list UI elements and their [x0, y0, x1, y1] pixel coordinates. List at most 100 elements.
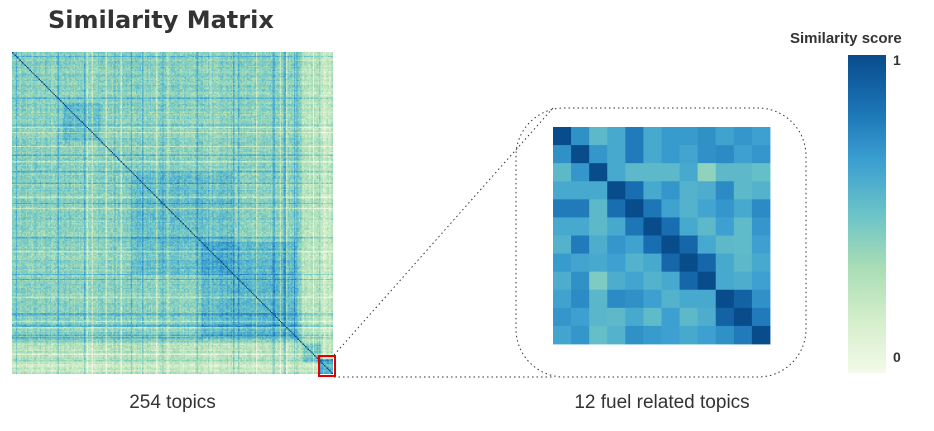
zoom-line-top — [333, 107, 554, 356]
zoom-cell — [679, 181, 699, 200]
zoom-cell — [715, 235, 735, 254]
zoom-cell — [751, 127, 771, 146]
zoom-matrix-label: 12 fuel related topics — [574, 392, 750, 413]
zoom-cell — [733, 271, 753, 291]
zoom-cell — [625, 307, 644, 327]
zoom-cell — [625, 199, 644, 218]
zoom-cell — [589, 127, 608, 146]
zoom-cell — [751, 235, 771, 254]
zoomed-similarity-matrix — [553, 127, 771, 345]
zoom-cell — [643, 127, 662, 146]
zoom-cell — [733, 181, 753, 200]
zoom-cell — [679, 199, 699, 218]
zoom-cell — [751, 253, 771, 273]
full-matrix-cells — [12, 52, 333, 374]
zoom-cell — [571, 271, 590, 291]
zoom-cell — [553, 199, 572, 218]
zoom-cell — [553, 127, 572, 146]
zoom-cell — [679, 325, 699, 345]
zoom-cell — [607, 289, 626, 309]
zoom-cell — [607, 235, 626, 254]
zoom-cell — [625, 271, 644, 291]
zoom-cell — [553, 235, 572, 254]
zoom-cell — [751, 217, 771, 236]
zoom-cell — [679, 145, 699, 164]
zoom-cell — [679, 163, 699, 182]
colorbar-min-label: 0 — [893, 349, 901, 365]
zoom-cell — [571, 253, 590, 273]
zoom-cell — [697, 235, 717, 254]
zoom-cell — [589, 181, 608, 200]
colorbar — [848, 55, 886, 373]
zoom-cell — [553, 307, 572, 327]
zoom-cell — [643, 181, 662, 200]
zoom-cell — [661, 199, 680, 218]
zoom-cell — [661, 127, 680, 146]
zoom-cell — [697, 289, 717, 309]
zoom-cell — [553, 253, 572, 273]
zoom-cell — [571, 199, 590, 218]
zoom-cell — [661, 217, 680, 236]
zoom-cell — [715, 307, 735, 327]
zoom-cell — [697, 145, 717, 164]
zoom-cell — [571, 289, 590, 309]
zoom-cell — [751, 289, 771, 309]
zoom-cell — [589, 235, 608, 254]
zoom-cell — [697, 307, 717, 327]
zoom-cell — [715, 271, 735, 291]
highlight-box — [318, 355, 336, 377]
zoom-cell — [751, 163, 771, 182]
zoom-cell — [607, 271, 626, 291]
zoom-cell — [607, 217, 626, 236]
zoom-cell — [571, 163, 590, 182]
zoom-cell — [625, 181, 644, 200]
zoom-cell — [607, 253, 626, 273]
zoom-cell — [679, 253, 699, 273]
zoom-cell — [625, 145, 644, 164]
zoom-cell — [643, 289, 662, 309]
zoom-cell — [571, 145, 590, 164]
zoom-cell — [715, 145, 735, 164]
zoom-cell — [661, 289, 680, 309]
zoom-cell — [679, 235, 699, 254]
zoom-cell — [607, 181, 626, 200]
zoom-cell — [643, 163, 662, 182]
zoom-cell — [571, 307, 590, 327]
zoom-cell — [679, 127, 699, 146]
zoom-cell — [697, 253, 717, 273]
zoom-cell — [733, 163, 753, 182]
zoom-frame — [515, 107, 807, 378]
zoom-cell — [679, 217, 699, 236]
zoom-cell — [679, 289, 699, 309]
zoom-cell — [589, 217, 608, 236]
zoom-cell — [715, 289, 735, 309]
zoom-cell — [697, 325, 717, 345]
zoom-cell — [715, 253, 735, 273]
zoom-cell — [751, 181, 771, 200]
zoom-cell — [571, 325, 590, 345]
zoom-cell — [625, 253, 644, 273]
zoom-cell — [643, 235, 662, 254]
zoom-cell — [643, 217, 662, 236]
zoom-cell — [715, 325, 735, 345]
zoom-cell — [553, 289, 572, 309]
zoom-cell — [661, 145, 680, 164]
zoom-cell — [589, 199, 608, 218]
colorbar-max-label: 1 — [893, 52, 901, 68]
zoom-cell — [607, 145, 626, 164]
zoom-cell — [661, 325, 680, 345]
zoom-cell — [625, 217, 644, 236]
zoom-cell — [751, 325, 771, 345]
zoom-cell — [625, 325, 644, 345]
zoom-cell — [661, 307, 680, 327]
zoom-cell — [733, 145, 753, 164]
zoom-cell — [679, 307, 699, 327]
zoom-cell — [715, 199, 735, 218]
zoom-cell — [697, 217, 717, 236]
zoom-cell — [607, 307, 626, 327]
zoom-cell — [625, 127, 644, 146]
zoom-cell — [661, 253, 680, 273]
zoom-cell — [643, 325, 662, 345]
zoom-cell — [661, 271, 680, 291]
